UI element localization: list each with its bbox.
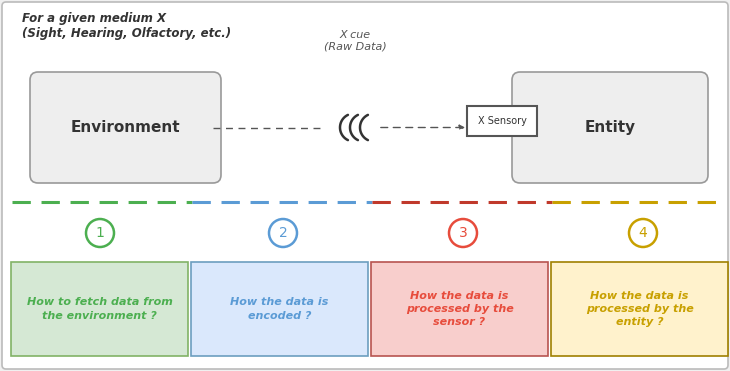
FancyBboxPatch shape <box>30 72 221 183</box>
Text: 3: 3 <box>458 226 467 240</box>
FancyBboxPatch shape <box>191 262 368 356</box>
Circle shape <box>269 219 297 247</box>
Text: X cue
(Raw Data): X cue (Raw Data) <box>323 30 386 52</box>
FancyBboxPatch shape <box>371 262 548 356</box>
Circle shape <box>86 219 114 247</box>
Text: How the data is
processed by the
entity ?: How the data is processed by the entity … <box>585 291 694 327</box>
Text: 1: 1 <box>96 226 104 240</box>
Text: X Sensory: X Sensory <box>477 116 526 126</box>
Circle shape <box>449 219 477 247</box>
Text: Entity: Entity <box>585 120 636 135</box>
Text: How the data is
processed by the
sensor ?: How the data is processed by the sensor … <box>406 291 513 327</box>
Text: 2: 2 <box>279 226 288 240</box>
Text: Environment: Environment <box>71 120 180 135</box>
FancyBboxPatch shape <box>512 72 708 183</box>
Text: 4: 4 <box>639 226 648 240</box>
FancyBboxPatch shape <box>551 262 728 356</box>
FancyBboxPatch shape <box>467 106 537 136</box>
Circle shape <box>629 219 657 247</box>
Text: For a given medium X
(Sight, Hearing, Olfactory, etc.): For a given medium X (Sight, Hearing, Ol… <box>22 12 231 40</box>
Text: How to fetch data from
the environment ?: How to fetch data from the environment ? <box>26 298 172 321</box>
FancyBboxPatch shape <box>11 262 188 356</box>
Text: How the data is
encoded ?: How the data is encoded ? <box>230 298 328 321</box>
